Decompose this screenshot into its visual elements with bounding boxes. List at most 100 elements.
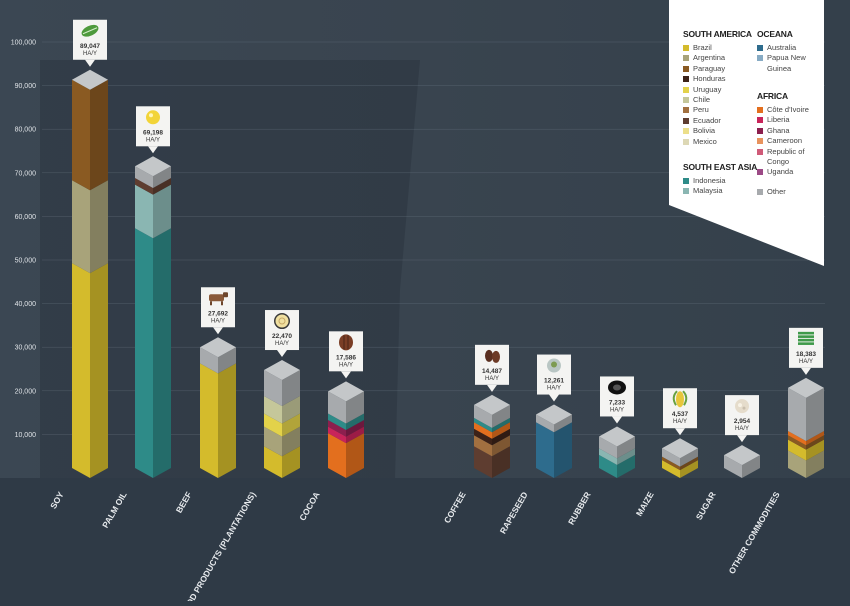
legend-swatch — [683, 107, 689, 114]
value-label: 17,586 — [336, 354, 356, 361]
value-label: 22,470 — [272, 333, 292, 340]
legend: SOUTH AMERICA Brazil Argentina Paraguay Hond… — [669, 0, 824, 266]
legend-group: AFRICA Côte d'Ivoire Liberia Ghana Cameroon R… — [757, 91, 823, 178]
bar-segment-side — [218, 363, 236, 478]
bar-top — [536, 404, 572, 425]
bar-segment-side — [153, 166, 171, 189]
bar-segment-side — [492, 404, 510, 428]
legend-label: Papua New Guinea — [767, 53, 806, 73]
y-tick-label: 50,000 — [15, 258, 37, 265]
bar-segment — [599, 448, 617, 465]
unit-label: HA/Y — [275, 341, 289, 347]
bar-segment-side — [806, 430, 824, 446]
legend-label: Mexico — [693, 136, 717, 146]
legend-label: Other — [767, 187, 786, 196]
unit-label: HA/Y — [547, 386, 561, 392]
unit-label: HA/Y — [146, 137, 160, 143]
unit-label: HA/Y — [735, 426, 749, 432]
callout-pointer — [737, 435, 747, 443]
bar-top — [662, 438, 698, 459]
legend-label: Republic of Congo — [767, 146, 805, 167]
legend-swatch — [757, 117, 763, 124]
legend-item: Brazil — [683, 43, 763, 53]
legend-label: Cameroon — [767, 136, 803, 146]
legend-label: Ecuador — [693, 115, 721, 125]
bar-segment-side — [90, 180, 108, 274]
callout-pointer — [213, 327, 223, 335]
baseline-band — [0, 478, 850, 601]
bar-segment-side — [90, 79, 108, 191]
unit-label: HA/Y — [485, 376, 499, 382]
legend-item: Peru — [683, 105, 763, 115]
legend-group-title: SOUTH AMERICA — [683, 29, 752, 39]
y-tick-label: 80,000 — [15, 127, 37, 134]
bar-segment — [135, 178, 153, 195]
callout-pointer — [148, 146, 158, 154]
y-tick-label: 20,000 — [15, 388, 37, 395]
bar-segment-side — [554, 414, 572, 433]
soy-leaf-icon — [81, 24, 99, 37]
legend-item: Uganda — [757, 167, 823, 177]
bar-segment-side — [218, 347, 236, 374]
unit-label: HA/Y — [339, 362, 353, 368]
bar-segment-side — [346, 420, 364, 437]
bar-segment — [474, 435, 492, 457]
legend-label: Malaysia — [693, 186, 723, 196]
y-tick-label: 30,000 — [15, 345, 37, 352]
legend-swatch — [683, 117, 689, 124]
legend-label: Paraguay — [693, 63, 726, 73]
bar-segment-side — [282, 370, 300, 407]
value-label: 89,047 — [80, 43, 100, 50]
bar-segment — [72, 263, 90, 478]
bar-segment — [264, 426, 282, 457]
legend-swatch — [683, 45, 689, 51]
legend-item: Papua New Guinea — [757, 53, 823, 74]
legend-swatch — [757, 107, 763, 113]
legend-item: Mexico — [683, 137, 763, 147]
bar-segment — [662, 456, 680, 471]
callout-pointer — [277, 350, 287, 358]
legend-swatch — [757, 45, 763, 51]
bar-segment — [328, 426, 346, 444]
legend-item: Honduras — [683, 74, 763, 84]
legend-item: Chile — [683, 95, 763, 105]
value-label: 2,954 — [734, 418, 751, 425]
y-tick-label: 60,000 — [15, 214, 37, 221]
legend-label: Australia — [767, 43, 797, 52]
bar-segment — [536, 414, 554, 433]
callout-pointer — [549, 394, 559, 402]
legend-item: Republic of Congo — [757, 147, 823, 168]
bar-segment-side — [153, 178, 171, 195]
bar-segment-side — [492, 446, 510, 478]
bar-segment — [135, 184, 153, 239]
legend-label: Côte d'Ivoire — [767, 105, 809, 114]
legend-item: Other — [757, 187, 823, 197]
unit-label: HA/Y — [83, 51, 97, 57]
unit-label: HA/Y — [799, 359, 813, 365]
legend-swatch — [683, 55, 689, 62]
legend-item: Paraguay — [683, 64, 763, 74]
legend-swatch — [757, 138, 763, 145]
bar-segment — [788, 435, 806, 450]
bar-top — [200, 337, 236, 358]
bar-segment — [788, 387, 806, 441]
value-callout — [201, 287, 235, 328]
bar-segment — [328, 433, 346, 478]
bar-segment — [474, 404, 492, 428]
bar-segment-side — [492, 417, 510, 433]
bar-segment-side — [806, 435, 824, 450]
bar-segment-side — [742, 455, 760, 478]
legend-item: Bolivia — [683, 126, 763, 136]
bar-segment-side — [492, 428, 510, 446]
unit-label: HA/Y — [610, 407, 624, 413]
bar-segment — [72, 79, 90, 191]
callout-pointer — [487, 384, 497, 392]
legend-item: Indonesia — [683, 176, 763, 186]
y-tick-label: 70,000 — [15, 170, 37, 177]
oil-drop-icon — [146, 110, 160, 125]
bar-segment-side — [492, 435, 510, 457]
cocoa-bean-icon — [339, 334, 353, 351]
